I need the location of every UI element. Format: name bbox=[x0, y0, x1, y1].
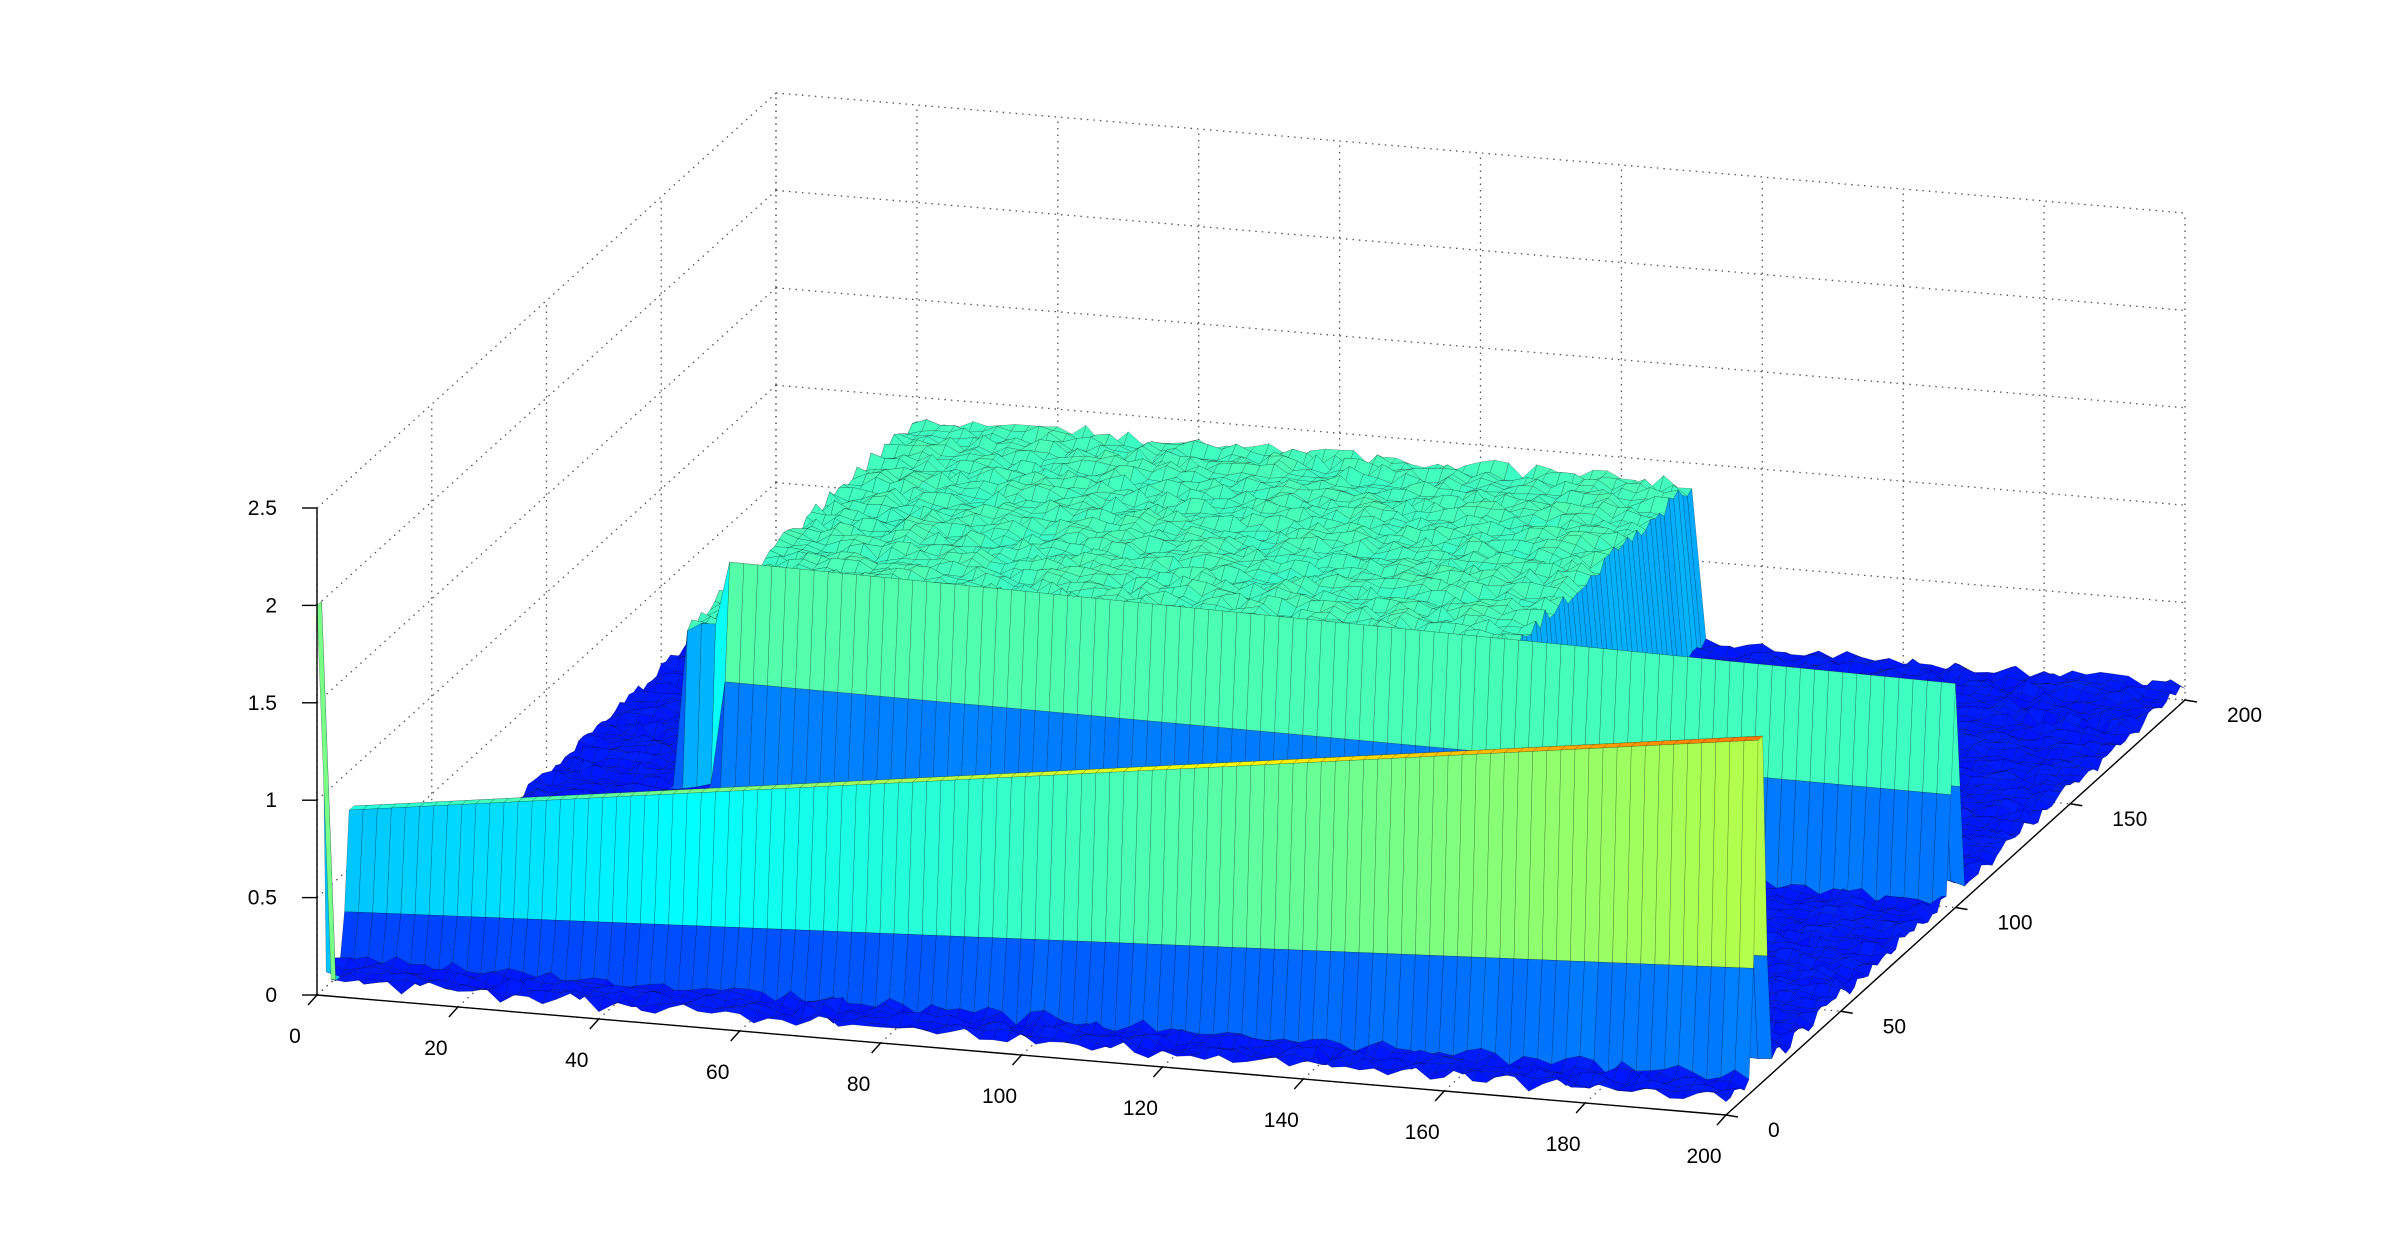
grid-line bbox=[317, 93, 776, 508]
grid-line bbox=[776, 190, 2185, 310]
grid-line bbox=[776, 93, 2185, 213]
grid-line bbox=[776, 288, 2185, 408]
grid-line bbox=[317, 190, 776, 605]
surface-mesh bbox=[317, 420, 2185, 1102]
